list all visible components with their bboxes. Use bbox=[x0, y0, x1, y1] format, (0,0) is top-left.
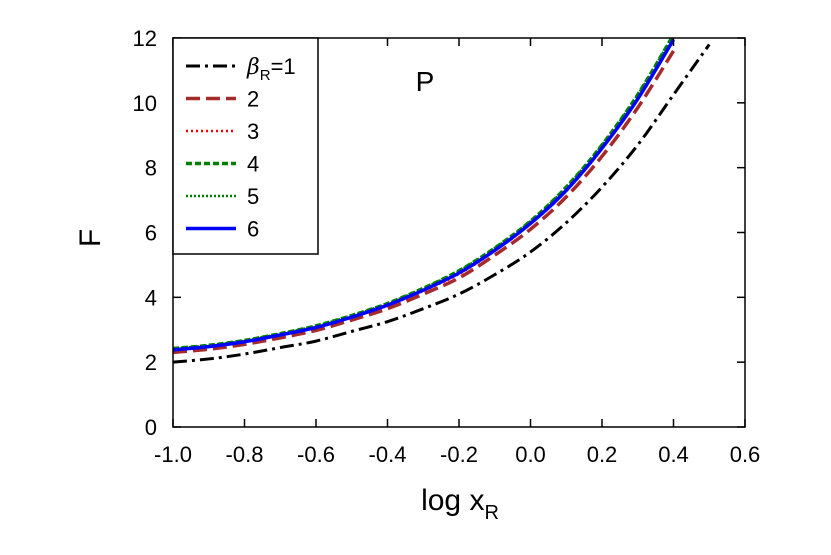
x-tick-label: 0.4 bbox=[658, 442, 689, 467]
y-tick-label: 4 bbox=[145, 285, 157, 310]
legend-subscript: R bbox=[260, 67, 271, 84]
legend-label-1: βR=1 bbox=[246, 54, 296, 84]
x-axis-title: log xR bbox=[421, 484, 499, 524]
x-axis-title-sub: R bbox=[484, 502, 498, 524]
axis-ticks: -1.0 -0.8 -0.6 -0.4 -0.2 0.0 0.2 0.4 0.6 0 2 4 6 8 10 1… bbox=[133, 26, 761, 467]
legend-label-5: 5 bbox=[247, 184, 259, 209]
y-tick-label: 2 bbox=[145, 350, 157, 375]
legend-label-2: 2 bbox=[247, 87, 259, 112]
x-tick-label: 0.2 bbox=[587, 442, 618, 467]
x-tick-label: -0.8 bbox=[226, 442, 264, 467]
x-tick-label: -1.0 bbox=[154, 442, 192, 467]
y-tick-label: 10 bbox=[133, 91, 157, 116]
legend-label-6: 6 bbox=[247, 217, 259, 242]
legend-label-4: 4 bbox=[247, 152, 259, 177]
series-curves bbox=[173, 38, 711, 364]
panel-annotation: P bbox=[416, 66, 435, 97]
legend-suffix: =1 bbox=[271, 54, 296, 79]
y-tick-label: 0 bbox=[145, 415, 157, 440]
x-tick-label: -0.2 bbox=[440, 442, 478, 467]
series-line-1 bbox=[173, 43, 711, 364]
legend-symbol: β bbox=[246, 55, 260, 80]
series-line-6 bbox=[173, 38, 675, 352]
legend-box bbox=[172, 37, 319, 255]
y-axis-title: F bbox=[74, 229, 107, 247]
x-tick-label: -0.4 bbox=[369, 442, 407, 467]
legend-items: βR=1 2 3 4 5 6 bbox=[186, 54, 296, 242]
legend: βR=1 2 3 4 5 6 bbox=[172, 37, 319, 255]
x-tick-label: -0.6 bbox=[297, 442, 335, 467]
y-tick-label: 12 bbox=[133, 26, 157, 51]
x-axis-title-main: log x bbox=[421, 484, 484, 517]
y-tick-label: 8 bbox=[145, 156, 157, 181]
x-tick-label: 0.0 bbox=[515, 442, 546, 467]
y-tick-label: 6 bbox=[145, 221, 157, 246]
x-tick-label: 0.6 bbox=[730, 442, 761, 467]
series-line-2 bbox=[173, 50, 675, 355]
legend-label-3: 3 bbox=[247, 119, 259, 144]
